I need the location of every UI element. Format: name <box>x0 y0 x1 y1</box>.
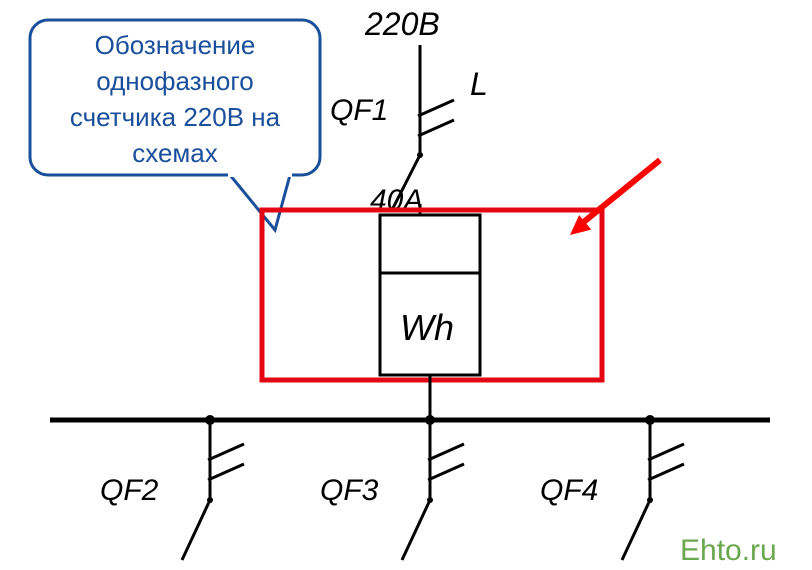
wh-label: Wh <box>400 307 454 348</box>
branch-label: QF3 <box>320 474 379 507</box>
qf1-label: QF1 <box>330 94 388 127</box>
callout-text: схемах <box>132 138 218 168</box>
highlight-box <box>262 210 602 380</box>
phase-L-label: L <box>470 66 488 102</box>
callout-text: счетчика 220В на <box>70 102 281 132</box>
callout-text: Обозначение <box>95 30 256 60</box>
branch-switch <box>622 500 650 560</box>
branch-switch <box>182 500 210 560</box>
meter-symbol <box>380 215 480 375</box>
arrow-line <box>580 160 660 225</box>
diagram-canvas: { "canvas":{"width":812,"height":570,"bg… <box>0 0 812 570</box>
schematic-svg: Обозначение однофазного счетчика 220В на сх… <box>0 0 812 570</box>
branch-label: QF4 <box>540 474 598 507</box>
watermark: Ehto.ru <box>680 534 777 567</box>
voltage-label: 220В <box>364 6 440 42</box>
branch-switch <box>402 500 430 560</box>
callout-text: однофазного <box>96 66 254 96</box>
branch-label: QF2 <box>100 474 159 507</box>
